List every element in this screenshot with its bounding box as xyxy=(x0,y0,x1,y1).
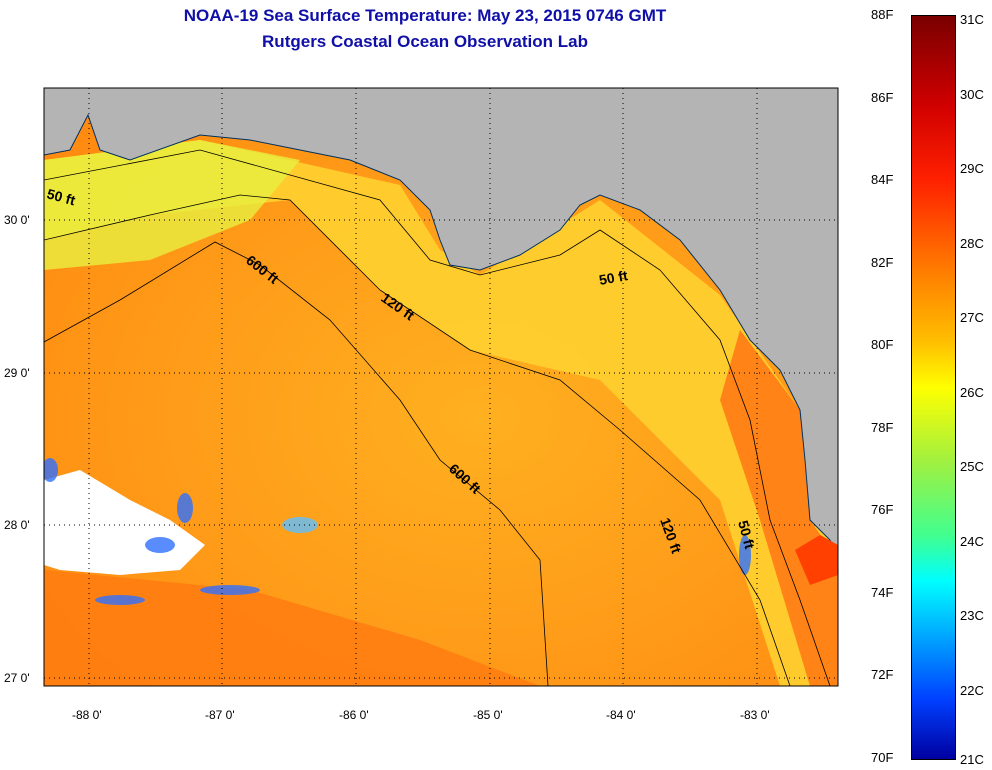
contour-label: 50 ft xyxy=(45,185,77,208)
contour-label: 50 ft xyxy=(735,519,758,551)
lon-label: -85 0' xyxy=(473,708,503,722)
colorbar-c-label: 27C xyxy=(960,310,984,325)
map-title: NOAA-19 Sea Surface Temperature: May 23,… xyxy=(183,6,667,25)
colorbar-c-label: 24C xyxy=(960,533,984,549)
colorbar-c-label: 28C xyxy=(960,235,984,251)
colorbar-f-label: 74F xyxy=(871,584,894,600)
lat-label: 27 0' xyxy=(4,671,30,685)
contour-50ft xyxy=(44,149,831,686)
colorbar-f-label: 86F xyxy=(871,89,894,105)
lon-label: -83 0' xyxy=(740,708,770,722)
colorbar-f-label: 76F xyxy=(871,502,894,517)
nearshore-warm-band xyxy=(44,140,838,686)
contour-600ft xyxy=(44,241,549,686)
colorbar-f-label: 82F xyxy=(871,254,894,270)
colorbar-f-label: 72F xyxy=(871,667,894,682)
colorbar-f-label: 88F xyxy=(871,7,894,22)
colorbar-f-label: 80F xyxy=(871,337,894,352)
lat-label: 30 0' xyxy=(4,213,30,227)
colorbar-c-label: 26C xyxy=(960,384,984,400)
south-warm-zone xyxy=(44,570,540,686)
colorbar-c-label: 29C xyxy=(960,161,984,176)
map-subtitle: Rutgers Coastal Ocean Observation Lab xyxy=(262,32,588,51)
colorbar-c-label: 31C xyxy=(960,12,984,27)
isobaths xyxy=(44,149,831,686)
colorbar-f-label: 78F xyxy=(871,419,894,435)
sst-map: 50 ft 50 ft 50 ft 120 ft 120 ft 600 ft 6… xyxy=(43,87,839,687)
shelf-yellow-zone xyxy=(44,140,300,270)
contour-120ft xyxy=(44,194,791,686)
colorbar-c-label: 22C xyxy=(960,682,984,698)
cool-patches xyxy=(44,458,751,605)
lon-label: -84 0' xyxy=(606,708,636,722)
colorbar-f-label: 70F xyxy=(871,749,894,765)
lon-label: -86 0' xyxy=(339,708,369,722)
colorbar-f-label: 84F xyxy=(871,172,894,187)
colorbar-c-label: 25C xyxy=(960,459,984,474)
map-frame xyxy=(43,87,839,687)
colorbar xyxy=(911,15,956,760)
lat-label: 28 0' xyxy=(4,518,30,532)
colorbar-c-label: 30C xyxy=(960,86,984,102)
contour-label: 50 ft xyxy=(598,267,629,288)
lat-label: 29 0' xyxy=(4,366,30,380)
lon-label: -88 0' xyxy=(72,708,102,722)
land xyxy=(44,88,838,561)
colorbar-c-label: 21C xyxy=(960,752,984,767)
tampa-bay-water xyxy=(795,535,838,585)
colorbar-c-label: 23C xyxy=(960,608,984,623)
lon-label: -87 0' xyxy=(205,708,235,722)
